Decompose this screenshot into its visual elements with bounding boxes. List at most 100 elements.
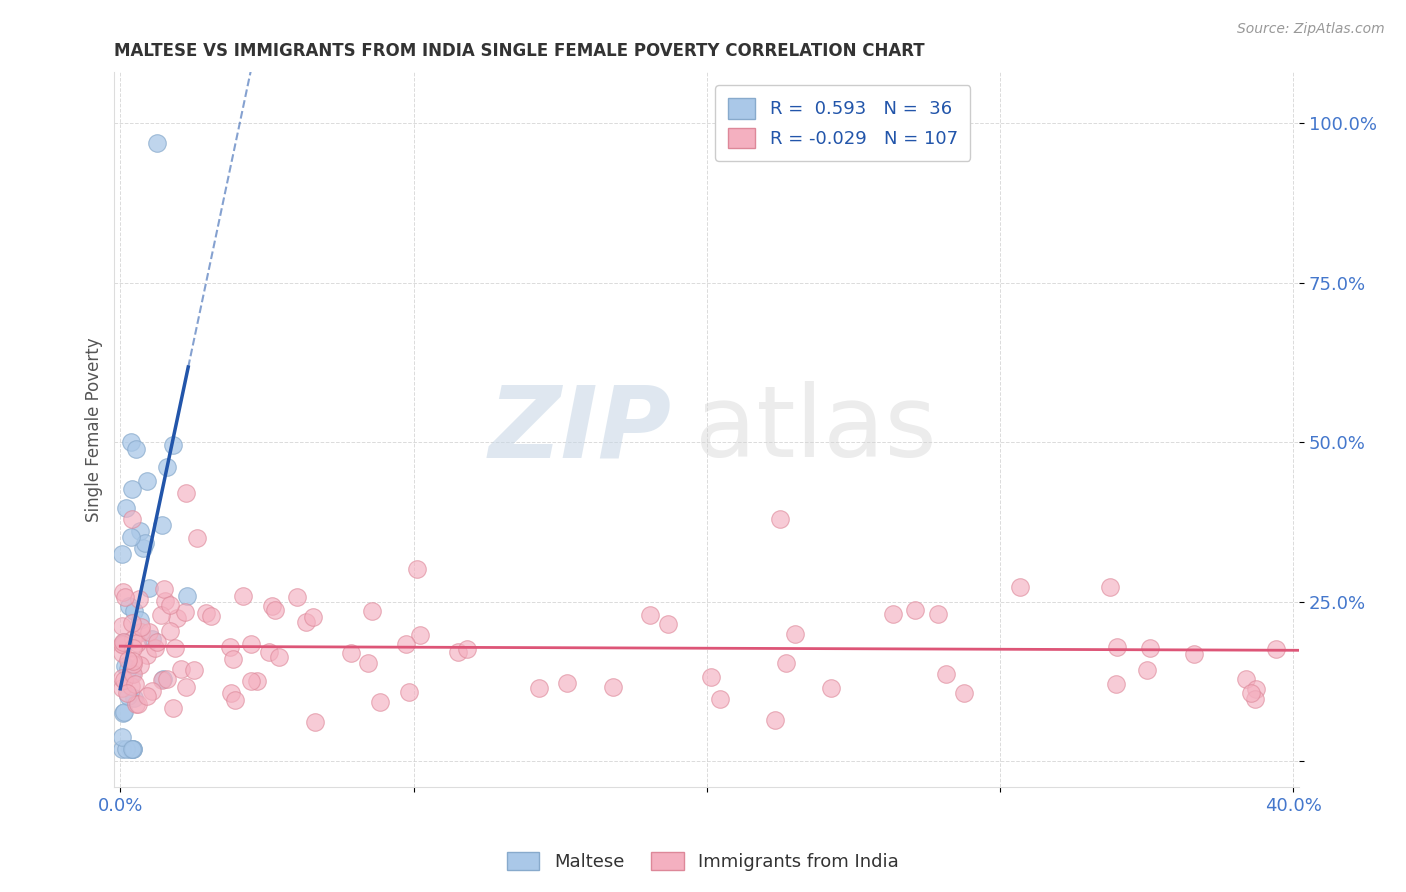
Point: [162, 700, 184, 714]
Point: [122, 741, 145, 756]
Point: [246, 674, 269, 689]
Point: [339, 646, 361, 660]
Y-axis label: Single Female Poverty: Single Female Poverty: [86, 337, 103, 522]
Point: [150, 607, 173, 622]
Point: [121, 666, 143, 681]
Point: [117, 652, 139, 666]
Point: [114, 501, 136, 516]
Point: [169, 662, 191, 676]
Point: [121, 641, 143, 656]
Point: [165, 640, 187, 655]
Point: [775, 657, 797, 671]
Point: [127, 697, 149, 711]
Point: [447, 644, 470, 658]
Point: [141, 684, 163, 698]
Point: [1244, 681, 1267, 696]
Point: [120, 434, 142, 449]
Point: [128, 658, 150, 673]
Point: [219, 640, 242, 654]
Point: [783, 626, 806, 640]
Point: [260, 599, 283, 614]
Point: [121, 512, 143, 526]
Point: [267, 649, 290, 664]
Point: [1008, 580, 1031, 594]
Point: [1240, 686, 1263, 700]
Point: [302, 610, 325, 624]
Point: [136, 690, 159, 704]
Point: [112, 634, 135, 648]
Point: [112, 705, 135, 719]
Point: [368, 695, 391, 709]
Point: [121, 482, 143, 496]
Point: [405, 562, 427, 576]
Point: [111, 741, 134, 756]
Point: [200, 608, 222, 623]
Point: [156, 673, 179, 687]
Point: [232, 590, 254, 604]
Point: [176, 486, 198, 500]
Point: [409, 627, 432, 641]
Point: [555, 675, 578, 690]
Point: [285, 590, 308, 604]
Text: Source: ZipAtlas.com: Source: ZipAtlas.com: [1237, 22, 1385, 37]
Point: [122, 690, 145, 705]
Point: [111, 637, 134, 651]
Point: [1182, 648, 1205, 662]
Point: [128, 613, 150, 627]
Point: [638, 608, 661, 623]
Point: [146, 136, 169, 150]
Point: [150, 673, 173, 687]
Text: ZIP: ZIP: [488, 381, 671, 478]
Point: [132, 541, 155, 555]
Point: [122, 657, 145, 672]
Point: [135, 474, 157, 488]
Point: [1139, 640, 1161, 655]
Point: [111, 646, 134, 660]
Text: atlas: atlas: [695, 381, 936, 478]
Point: [143, 640, 166, 655]
Point: [1104, 677, 1126, 691]
Point: [121, 741, 143, 756]
Point: [294, 615, 316, 630]
Point: [146, 635, 169, 649]
Point: [111, 681, 134, 695]
Point: [111, 547, 134, 561]
Point: [138, 624, 160, 639]
Point: [118, 599, 141, 614]
Point: [121, 615, 143, 630]
Point: [166, 611, 188, 625]
Point: [125, 442, 148, 456]
Point: [125, 698, 148, 712]
Point: [395, 636, 418, 650]
Point: [304, 715, 326, 730]
Point: [115, 741, 138, 756]
Point: [257, 645, 280, 659]
Point: [153, 582, 176, 596]
Point: [174, 605, 197, 619]
Point: [904, 602, 927, 616]
Point: [398, 685, 420, 699]
Point: [657, 616, 679, 631]
Point: [222, 651, 245, 665]
Point: [700, 670, 723, 684]
Point: [111, 619, 134, 633]
Point: [117, 689, 139, 703]
Point: [1234, 672, 1257, 686]
Point: [111, 638, 134, 652]
Point: [115, 686, 138, 700]
Point: [360, 604, 382, 618]
Point: [1105, 640, 1128, 654]
Point: [117, 662, 139, 676]
Point: [120, 741, 142, 756]
Point: [141, 632, 163, 647]
Point: [162, 438, 184, 452]
Point: [456, 642, 478, 657]
Point: [111, 731, 134, 745]
Point: [769, 512, 792, 526]
Point: [763, 714, 786, 728]
Point: [1244, 692, 1267, 706]
Point: [114, 634, 136, 648]
Point: [135, 648, 157, 662]
Point: [1098, 580, 1121, 594]
Point: [128, 592, 150, 607]
